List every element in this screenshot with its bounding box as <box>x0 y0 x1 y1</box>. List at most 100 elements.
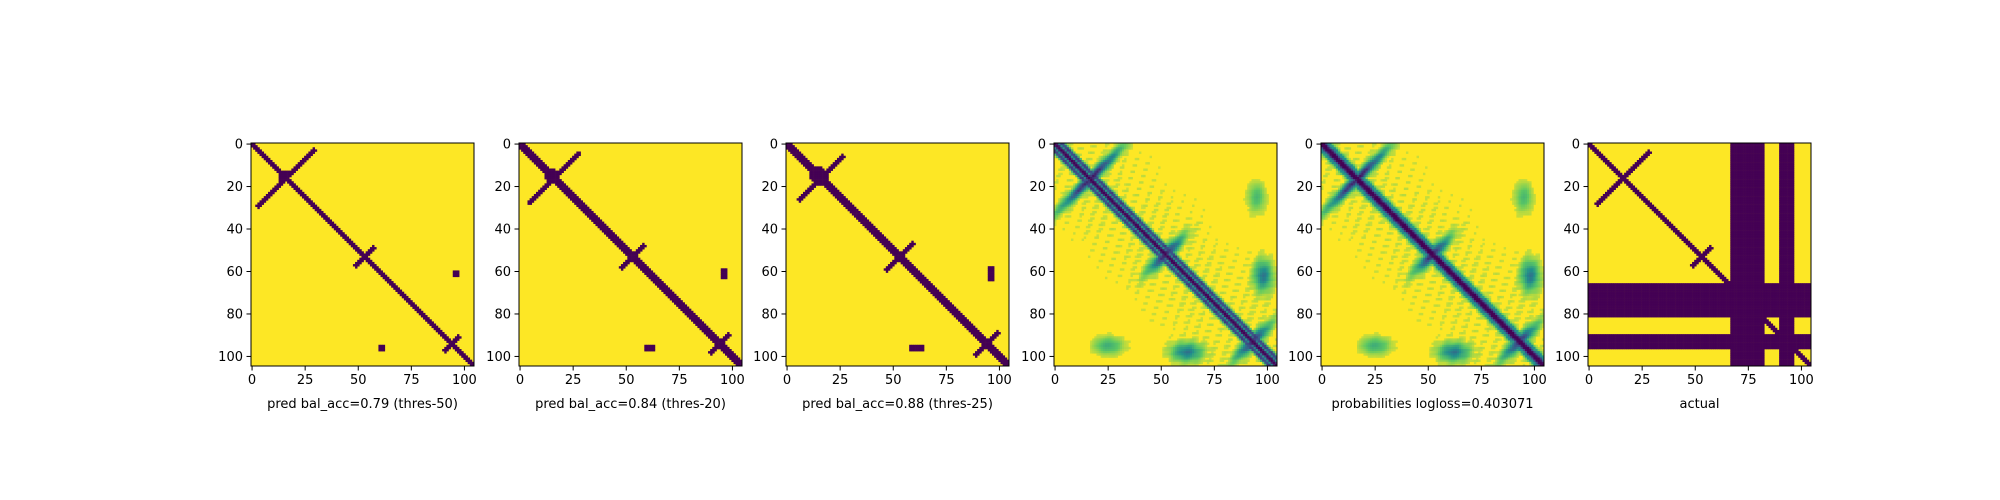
heatmap-cell <box>265 198 269 201</box>
heatmap-cell <box>1060 206 1063 210</box>
heatmap-cell <box>1183 278 1186 282</box>
heatmap-cell <box>1155 257 1159 261</box>
heatmap-cell <box>1204 270 1208 273</box>
heatmap-cell <box>1264 206 1267 210</box>
heatmap-cell <box>580 208 584 212</box>
heatmap-cell <box>1151 274 1155 278</box>
heatmap-cell <box>1134 298 1138 301</box>
heatmap-cell <box>1100 162 1104 165</box>
heatmap-cell <box>1268 281 1271 284</box>
heatmap-cell <box>1098 185 1102 188</box>
heatmap-cell <box>257 147 260 150</box>
heatmap-cell <box>1149 240 1152 244</box>
heatmap-cell <box>1094 189 1097 193</box>
heatmap-cell <box>1232 310 1235 314</box>
heatmap-cell <box>580 200 584 203</box>
heatmap-cell <box>964 319 967 322</box>
heatmap-cell <box>563 166 567 169</box>
heatmap-cell <box>642 268 645 271</box>
heatmap-cell <box>1107 191 1110 195</box>
heatmap-cell <box>1189 276 1193 280</box>
heatmap-cell <box>894 253 897 256</box>
heatmap-cell <box>1179 308 1182 312</box>
heatmap-cell <box>1215 291 1218 295</box>
heatmap-cell <box>1124 208 1127 212</box>
heatmap-cell <box>1155 249 1159 252</box>
heatmap-cell <box>712 332 715 335</box>
heatmap-cell <box>576 200 579 203</box>
heatmap-cell <box>1141 223 1144 227</box>
heatmap-cell <box>921 349 925 352</box>
heatmap-cell <box>1111 210 1114 214</box>
heatmap-cell <box>444 334 447 337</box>
heatmap-cell <box>1068 151 1072 154</box>
heatmap-cell <box>1251 193 1254 197</box>
heatmap-cell <box>1128 242 1131 246</box>
heatmap-cell <box>1209 323 1212 326</box>
heatmap-cell <box>896 259 899 263</box>
heatmap-cell <box>1136 253 1140 256</box>
heatmap-cell <box>1138 272 1142 275</box>
heatmap-cell <box>1094 342 1097 346</box>
heatmap-cell <box>1141 204 1144 208</box>
heatmap-cell <box>1257 336 1261 339</box>
heatmap-cell <box>1158 255 1161 258</box>
heatmap-cell <box>1077 174 1080 178</box>
heatmap-cell <box>1066 210 1070 214</box>
heatmap-cell <box>994 351 997 354</box>
heatmap-cell <box>1194 272 1197 275</box>
heatmap-cell <box>1206 336 1210 339</box>
heatmap-cell <box>614 236 617 239</box>
heatmap-cell <box>1138 255 1142 258</box>
heatmap-cell <box>983 342 986 346</box>
heatmap-cell <box>523 143 526 146</box>
heatmap-cell <box>1230 325 1233 329</box>
heatmap-cell <box>1070 155 1074 159</box>
heatmap-cell <box>1213 308 1216 312</box>
heatmap-cell <box>1230 312 1233 316</box>
heatmap-cell <box>640 259 643 263</box>
heatmap-cell <box>457 346 460 350</box>
heatmap-cell <box>1160 293 1163 297</box>
heatmap-cell <box>652 276 656 280</box>
heatmap-cell <box>1272 285 1276 288</box>
heatmap-cell <box>1238 336 1242 339</box>
heatmap-cell <box>1098 336 1102 339</box>
heatmap-cell <box>540 164 543 167</box>
heatmap-cell <box>1194 227 1197 231</box>
heatmap-cell <box>819 176 823 180</box>
heatmap-cell <box>1177 242 1180 246</box>
heatmap-cell <box>1264 283 1267 286</box>
heatmap-cell <box>1266 264 1269 267</box>
heatmap-cell <box>1215 312 1218 316</box>
heatmap-cell <box>1172 247 1176 250</box>
heatmap-cell <box>1247 193 1250 197</box>
heatmap-cell <box>1206 268 1210 271</box>
heatmap-cell <box>1181 276 1184 280</box>
heatmap-cell <box>951 312 955 316</box>
x-tick-label: 100 <box>452 373 477 388</box>
heatmap-cell <box>1187 240 1191 244</box>
heatmap-cell <box>1117 340 1121 343</box>
heatmap-cell <box>1077 162 1080 165</box>
heatmap-cell <box>614 242 617 246</box>
heatmap-cell <box>1138 232 1142 235</box>
heatmap-cell <box>1206 298 1210 301</box>
heatmap-cell <box>301 196 305 199</box>
heatmap-cell <box>1255 202 1259 205</box>
heatmap-cell <box>860 215 863 218</box>
heatmap-cell <box>1121 217 1125 220</box>
heatmap-cell <box>1213 293 1216 297</box>
heatmap-cell <box>1130 213 1133 216</box>
heatmap-cell <box>1232 323 1235 326</box>
heatmap-cell <box>293 183 296 186</box>
heatmap-cell <box>1160 251 1163 254</box>
heatmap-cell <box>291 183 294 186</box>
heatmap-cell <box>1104 206 1108 210</box>
heatmap-cell <box>1185 242 1189 246</box>
heatmap-cell <box>1160 270 1163 273</box>
heatmap-cell <box>561 189 564 193</box>
heatmap-cell <box>1172 321 1176 324</box>
heatmap-cell <box>1109 172 1112 176</box>
heatmap-cell <box>1121 225 1125 229</box>
